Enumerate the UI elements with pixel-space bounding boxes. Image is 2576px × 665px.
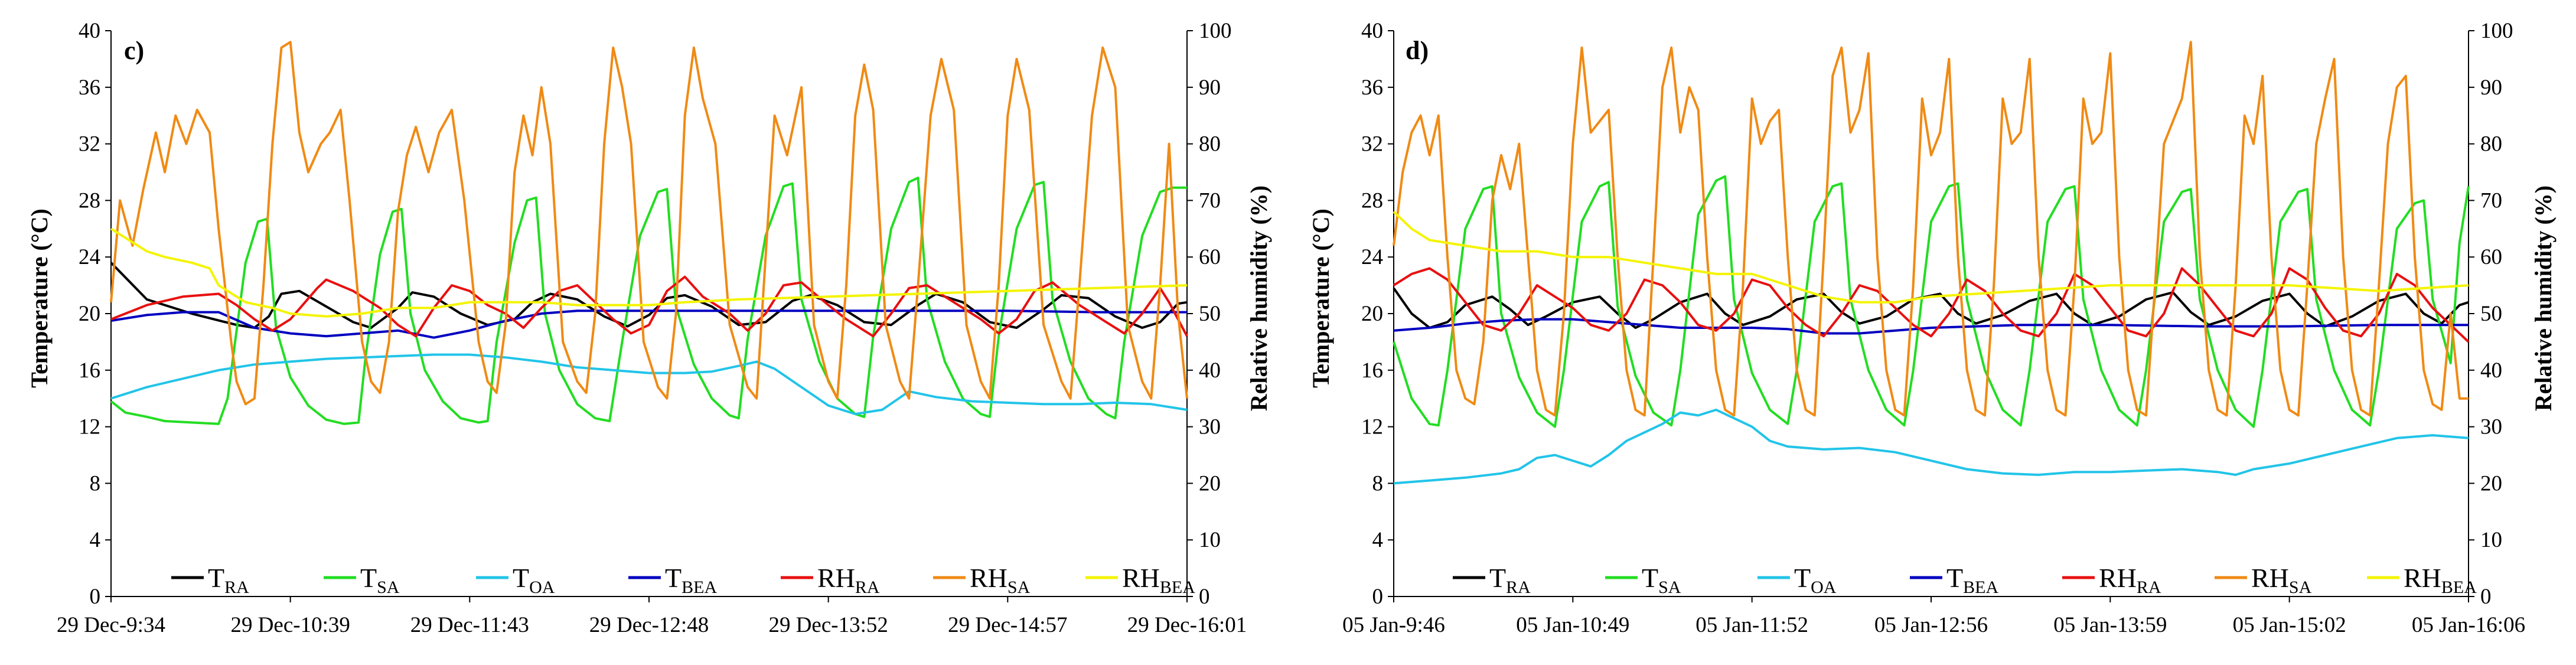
x-tick-label: 29 Dec-16:01 <box>1127 613 1247 637</box>
left-tick-label: 20 <box>79 302 100 326</box>
right-tick-label: 30 <box>2480 415 2502 439</box>
legend-label-rh-bea: RHBEA <box>2404 563 2477 597</box>
left-tick-label: 40 <box>79 19 100 43</box>
right-tick-label: 100 <box>1199 19 1232 43</box>
right-tick-label: 50 <box>1199 302 1221 326</box>
x-tick-label: 05 Jan-9:46 <box>1342 613 1445 637</box>
right-tick-label: 10 <box>2480 528 2502 552</box>
legend-label-t-oa: TOA <box>513 563 555 597</box>
right-tick-label: 80 <box>1199 132 1221 157</box>
right-tick-label: 70 <box>2480 188 2502 213</box>
legend-label-t-ra: TRA <box>1489 563 1531 597</box>
right-tick-label: 60 <box>1199 245 1221 269</box>
series-line-rh-sa <box>110 41 1188 406</box>
x-tick-label: 29 Dec-13:52 <box>768 613 888 637</box>
series-line-t-sa <box>1393 175 2470 428</box>
legend-label-rh-ra: RHRA <box>2099 563 2161 597</box>
left-tick-label: 40 <box>1361 19 1383 43</box>
legend-label-t-oa: TOA <box>1794 563 1837 597</box>
series-line-t-bea <box>110 309 1187 339</box>
left-tick-label: 24 <box>1361 245 1383 269</box>
left-tick-label: 0 <box>90 585 101 609</box>
x-tick-label: 29 Dec-10:39 <box>230 613 350 637</box>
right-tick-label: 30 <box>1199 415 1221 439</box>
left-tick-label: 12 <box>1361 415 1383 439</box>
chart-panel-d: d) Temperature (°C) Relative humidity (%… <box>1307 19 2557 637</box>
right-tick-label: 20 <box>1199 471 1221 496</box>
left-tick-label: 36 <box>1361 76 1383 100</box>
left-tick-label: 16 <box>79 358 100 383</box>
right-tick-label: 90 <box>1199 76 1221 100</box>
legend-label-rh-sa: RHSA <box>970 563 1031 597</box>
series-line-rh-bea <box>110 227 1188 318</box>
right-tick-label: 40 <box>2480 358 2502 383</box>
right-tick-label: 70 <box>1199 188 1221 213</box>
x-tick-label: 05 Jan-12:56 <box>1874 613 1988 637</box>
legend-label-t-bea: TBEA <box>665 563 717 597</box>
right-tick-label: 50 <box>2480 302 2502 326</box>
panel-label: c) <box>124 36 144 65</box>
series-line-rh-sa <box>1393 41 2469 417</box>
panel-label: d) <box>1406 36 1429 65</box>
right-tick-label: 90 <box>2480 76 2502 100</box>
x-tick-label: 05 Jan-15:02 <box>2233 613 2346 637</box>
left-tick-label: 4 <box>1372 528 1384 552</box>
left-tick-label: 4 <box>90 528 101 552</box>
left-tick-label: 24 <box>79 245 100 269</box>
x-tick-label: 05 Jan-10:49 <box>1516 613 1629 637</box>
right-tick-label: 40 <box>1199 358 1221 383</box>
left-tick-label: 0 <box>1372 585 1384 609</box>
plot-area: 0 4 8 12 16 20 24 28 32 36 40 0 10 20 30 40 50 60 70 80 90 10… <box>1342 19 2525 637</box>
x-tick-label: 05 Jan-16:06 <box>2412 613 2525 637</box>
legend-label-t-ra: TRA <box>208 563 249 597</box>
right-tick-label: 20 <box>2480 471 2502 496</box>
left-axis-title: Temperature (°C) <box>26 208 53 388</box>
x-tick-label: 05 Jan-13:59 <box>2053 613 2167 637</box>
left-tick-label: 12 <box>79 415 100 439</box>
left-tick-label: 28 <box>1361 188 1383 213</box>
legend-label-t-bea: TBEA <box>1946 563 1998 597</box>
series-line-rh-ra <box>110 275 1188 338</box>
legend-label-rh-bea: RHBEA <box>1122 563 1195 597</box>
chart-panel-c: c) Temperature (°C) Relative humidity (%… <box>26 19 1272 637</box>
right-axis-title: Relative humidity (%) <box>2530 185 2557 411</box>
legend-label-rh-sa: RHSA <box>2251 563 2312 597</box>
right-tick-label: 60 <box>2480 245 2502 269</box>
left-tick-label: 28 <box>79 188 100 213</box>
x-tick-label: 29 Dec-11:43 <box>410 613 529 637</box>
x-tick-label: 29 Dec-14:57 <box>948 613 1067 637</box>
right-tick-label: 80 <box>2480 132 2502 157</box>
series-line-rh-ra <box>1393 267 2470 343</box>
legend-label-t-sa: TSA <box>360 563 400 597</box>
series-line-t-sa <box>110 177 1187 425</box>
left-tick-label: 36 <box>79 76 100 100</box>
right-tick-label: 100 <box>2480 19 2513 43</box>
left-tick-label: 32 <box>79 132 100 157</box>
right-tick-label: 0 <box>2480 585 2492 609</box>
plot-area: 0 4 8 12 16 20 24 28 32 36 40 0 10 20 30 40 50 60 70 80 90 10… <box>57 19 1247 637</box>
series-line-t-oa <box>1393 408 2469 485</box>
left-tick-label: 16 <box>1361 358 1383 383</box>
left-tick-label: 8 <box>1372 471 1384 496</box>
legend-label-rh-ra: RHRA <box>817 563 880 597</box>
series-line-t-oa <box>110 353 1188 415</box>
x-tick-label: 05 Jan-11:52 <box>1695 613 1808 637</box>
right-axis-title: Relative humidity (%) <box>1245 185 1272 411</box>
right-tick-label: 0 <box>1199 585 1210 609</box>
x-tick-label: 29 Dec-9:34 <box>57 613 165 637</box>
series-line-rh-bea <box>1393 211 2469 304</box>
left-tick-label: 8 <box>90 471 101 496</box>
series-line-t-bea <box>1393 318 2469 335</box>
left-axis-title: Temperature (°C) <box>1307 208 1334 388</box>
right-tick-label: 10 <box>1199 528 1221 552</box>
left-tick-label: 32 <box>1361 132 1383 157</box>
x-tick-label: 29 Dec-12:48 <box>589 613 709 637</box>
left-tick-label: 20 <box>1361 302 1383 326</box>
legend-label-t-sa: TSA <box>1642 563 1681 597</box>
